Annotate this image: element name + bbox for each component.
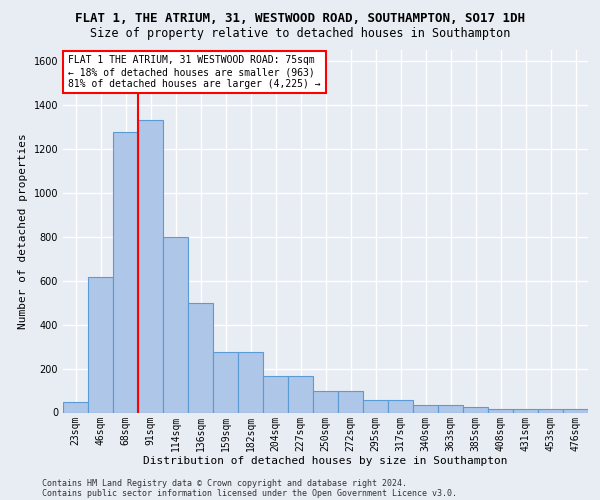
Bar [363,400,388,412]
Bar [313,391,338,412]
Bar [488,408,513,412]
Text: FLAT 1, THE ATRIUM, 31, WESTWOOD ROAD, SOUTHAMPTON, SO17 1DH: FLAT 1, THE ATRIUM, 31, WESTWOOD ROAD, S… [75,12,525,26]
Bar [163,236,188,412]
Bar [438,405,463,412]
Bar [388,400,413,412]
Text: Contains HM Land Registry data © Crown copyright and database right 2024.: Contains HM Land Registry data © Crown c… [42,478,407,488]
Bar [113,132,138,412]
Bar [338,391,363,412]
Bar [513,408,538,412]
Bar [563,408,588,412]
Bar [263,376,288,412]
Text: Size of property relative to detached houses in Southampton: Size of property relative to detached ho… [90,28,510,40]
Text: Contains public sector information licensed under the Open Government Licence v3: Contains public sector information licen… [42,488,457,498]
Bar [238,352,263,412]
Bar [213,352,238,412]
Bar [138,120,163,412]
Bar [288,376,313,412]
Bar [413,405,438,412]
X-axis label: Distribution of detached houses by size in Southampton: Distribution of detached houses by size … [143,456,508,466]
Bar [188,302,213,412]
Bar [463,407,488,412]
Bar [538,408,563,412]
Bar [63,402,88,412]
Y-axis label: Number of detached properties: Number of detached properties [18,134,28,329]
Bar [88,278,113,412]
Text: FLAT 1 THE ATRIUM, 31 WESTWOOD ROAD: 75sqm
← 18% of detached houses are smaller : FLAT 1 THE ATRIUM, 31 WESTWOOD ROAD: 75s… [68,56,321,88]
